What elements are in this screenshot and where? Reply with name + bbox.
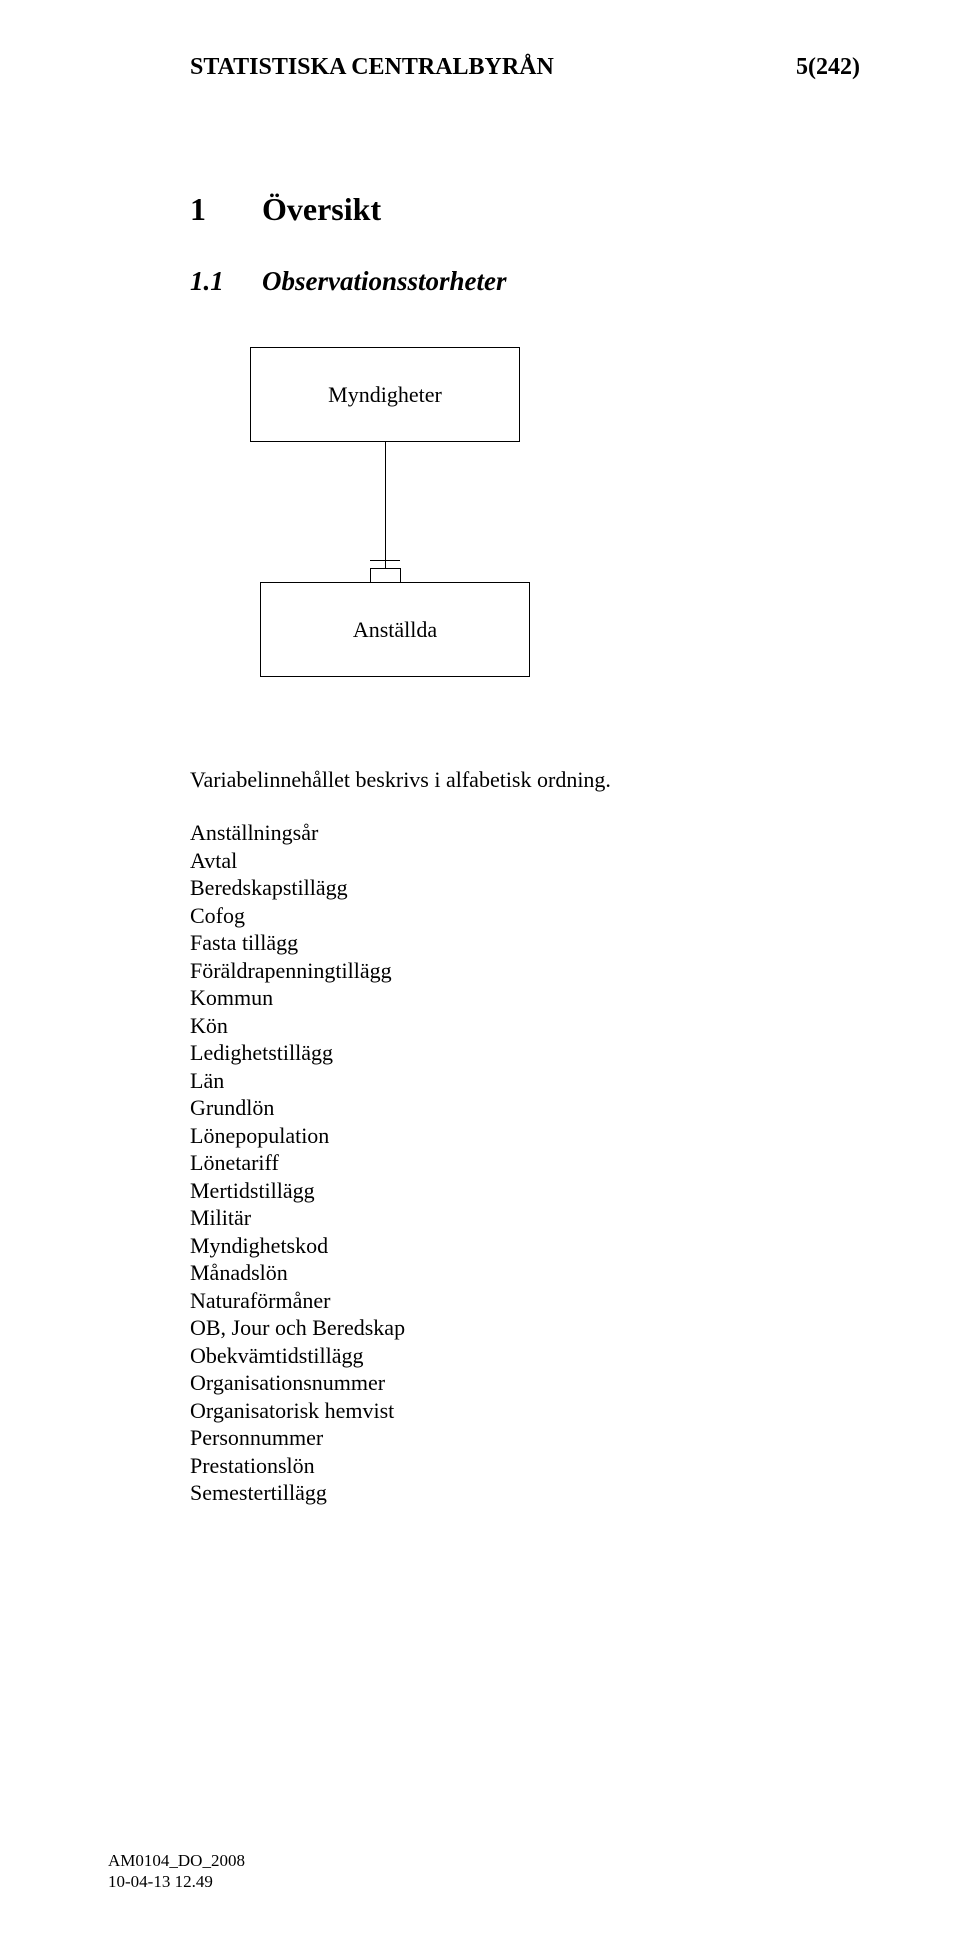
list-item: Grundlön	[190, 1094, 860, 1122]
list-item: Ledighetstillägg	[190, 1039, 860, 1067]
diagram-node-myndigheter: Myndigheter	[250, 347, 520, 442]
list-item: Semestertillägg	[190, 1479, 860, 1507]
list-item: Avtal	[190, 847, 860, 875]
footer-timestamp: 10-04-13 12.49	[108, 1872, 245, 1892]
list-item: Naturaförmåner	[190, 1287, 860, 1315]
list-item: Myndighetskod	[190, 1232, 860, 1260]
list-item: Kommun	[190, 984, 860, 1012]
diagram-crowfoot-bar	[370, 568, 400, 569]
list-item: Prestationslön	[190, 1452, 860, 1480]
list-item: Beredskapstillägg	[190, 874, 860, 902]
page: STATISTISKA CENTRALBYRÅN 5(242) 1 Översi…	[0, 0, 960, 1944]
list-item: Kön	[190, 1012, 860, 1040]
diagram-node-label: Anställda	[353, 617, 437, 643]
page-footer: AM0104_DO_2008 10-04-13 12.49	[108, 1851, 245, 1892]
subsection-number: 1.1	[190, 266, 262, 297]
footer-doc-id: AM0104_DO_2008	[108, 1851, 245, 1871]
list-item: Månadslön	[190, 1259, 860, 1287]
page-number: 5(242)	[796, 54, 860, 81]
list-item: Cofog	[190, 902, 860, 930]
intro-text: Variabelinnehållet beskrivs i alfabetisk…	[190, 767, 860, 793]
list-item: Lönepopulation	[190, 1122, 860, 1150]
page-header: STATISTISKA CENTRALBYRÅN 5(242)	[190, 54, 860, 81]
list-item: Obekvämtidstillägg	[190, 1342, 860, 1370]
term-list: Anställningsår Avtal Beredskapstillägg C…	[190, 819, 860, 1507]
subsection-heading: 1.1 Observationsstorheter	[190, 266, 860, 297]
list-item: Personnummer	[190, 1424, 860, 1452]
list-item: Län	[190, 1067, 860, 1095]
section-heading: 1 Översikt	[190, 191, 860, 228]
org-name: STATISTISKA CENTRALBYRÅN	[190, 54, 554, 81]
diagram-edge	[385, 442, 386, 569]
list-item: Organisationsnummer	[190, 1369, 860, 1397]
list-item: Lönetariff	[190, 1149, 860, 1177]
list-item: Mertidstillägg	[190, 1177, 860, 1205]
list-item: Militär	[190, 1204, 860, 1232]
section-number: 1	[190, 191, 262, 228]
list-item: OB, Jour och Beredskap	[190, 1314, 860, 1342]
list-item: Anställningsår	[190, 819, 860, 847]
list-item: Föräldrapenningtillägg	[190, 957, 860, 985]
diagram-crowfoot-leg	[400, 568, 401, 582]
entity-diagram: Myndigheter Anställda	[250, 347, 590, 717]
diagram-node-label: Myndigheter	[328, 382, 442, 408]
diagram-crowfoot-bar	[370, 560, 400, 561]
list-item: Fasta tillägg	[190, 929, 860, 957]
diagram-crowfoot-leg	[370, 568, 371, 582]
section-title: Översikt	[262, 191, 381, 228]
subsection-title: Observationsstorheter	[262, 266, 507, 297]
list-item: Organisatorisk hemvist	[190, 1397, 860, 1425]
diagram-node-anstallda: Anställda	[260, 582, 530, 677]
